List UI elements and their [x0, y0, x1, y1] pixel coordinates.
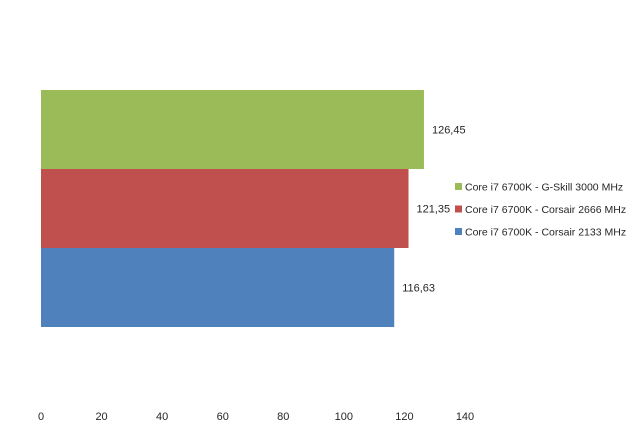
x-tick-label: 120 [395, 411, 413, 423]
x-tick-label: 20 [95, 411, 107, 423]
legend-item-1: Core i7 6700K - G-Skill 3000 MHz [455, 182, 623, 194]
x-tick-label: 140 [456, 411, 474, 423]
data-label-2: 121,35 [417, 204, 451, 216]
bar-3 [41, 248, 395, 327]
legend-swatch [455, 228, 462, 235]
legend-swatch [455, 183, 462, 190]
legend-label: Core i7 6700K - Corsair 2666 MHz [465, 204, 626, 216]
x-tick-label: 40 [156, 411, 168, 423]
bar-2 [41, 169, 409, 248]
bar-1 [41, 90, 424, 169]
x-axis: 0 20 40 60 80 100 120 140 [38, 411, 474, 423]
x-tick-label: 80 [277, 411, 289, 423]
x-tick-label: 0 [38, 411, 44, 423]
legend-label: Core i7 6700K - Corsair 2133 MHz [465, 227, 626, 239]
legend: Core i7 6700K - G-Skill 3000 MHz Core i7 … [455, 182, 626, 239]
data-labels-layer: 126,45 121,35 116,63 [402, 125, 465, 295]
legend-item-2: Core i7 6700K - Corsair 2666 MHz [455, 204, 626, 216]
legend-item-3: Core i7 6700K - Corsair 2133 MHz [455, 227, 626, 239]
legend-swatch [455, 205, 462, 213]
data-label-1: 126,45 [432, 125, 466, 137]
bars-layer [41, 90, 424, 327]
x-tick-label: 60 [217, 411, 229, 423]
x-tick-label: 100 [335, 411, 353, 423]
data-label-3: 116,63 [402, 283, 435, 295]
legend-label: Core i7 6700K - G-Skill 3000 MHz [465, 182, 623, 194]
